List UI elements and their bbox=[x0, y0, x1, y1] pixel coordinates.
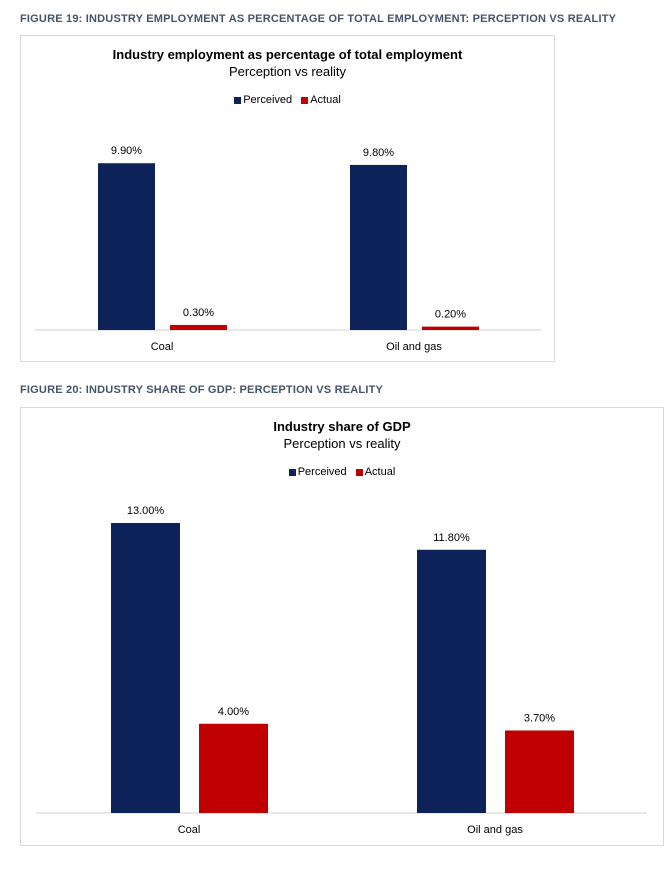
chart-20-label-coal-perceived: 13.00% bbox=[127, 505, 165, 517]
chart-19-bar-oil-and-gas-actual bbox=[422, 326, 479, 330]
chart-20-plot: 13.00% 4.00% Coal 11.80% 3.70% Oil and gas bbox=[36, 505, 647, 836]
chart-19-bar-coal-perceived bbox=[98, 163, 155, 330]
legend-actual-label: Actual bbox=[364, 466, 396, 478]
figure-19-caption: Figure 19: Industry employment as percen… bbox=[20, 13, 617, 25]
legend-actual-swatch bbox=[355, 468, 363, 476]
chart-19-tick-coal: Coal bbox=[151, 341, 174, 353]
legend-perceived-label: Perceived bbox=[297, 466, 347, 478]
legend-perceived: Perceived bbox=[234, 94, 292, 106]
chart-20-tick-oil-and-gas: Oil and gas bbox=[467, 824, 523, 836]
chart-19-title: Industry employment as percentage of tot… bbox=[112, 47, 463, 62]
chart-20-bar-coal-perceived bbox=[111, 523, 180, 813]
chart-20-bar-coal-actual bbox=[199, 723, 268, 813]
chart-19-label-oil-and-gas-actual: 0.20% bbox=[435, 309, 466, 321]
chart-20-title: Industry share of GDP bbox=[273, 419, 411, 434]
chart-20-label-oil-and-gas-perceived: 11.80% bbox=[433, 532, 470, 544]
chart-19-label-coal-actual: 0.30% bbox=[183, 307, 214, 319]
chart-19-subtitle: Perception vs reality bbox=[228, 64, 347, 79]
legend-perceived-swatch bbox=[288, 468, 296, 476]
legend-actual: Actual bbox=[355, 466, 396, 478]
legend-actual-label: Actual bbox=[310, 94, 341, 106]
chart-19-bar-coal-actual bbox=[170, 324, 227, 330]
chart-19-label-oil-and-gas-perceived: 9.80% bbox=[363, 147, 394, 159]
chart-20-legend: Perceived Actual bbox=[21, 466, 663, 479]
chart-20-label-oil-and-gas-actual: 3.70% bbox=[524, 712, 555, 724]
chart-19-legend: Perceived Actual bbox=[21, 94, 554, 107]
figure-20-caption: Figure 20: Industry share of GDP: percep… bbox=[20, 384, 384, 396]
chart-19-tick-oil-and-gas: Oil and gas bbox=[386, 341, 442, 353]
chart-20-subtitle: Perception vs reality bbox=[283, 436, 401, 451]
chart-20-tick-coal: Coal bbox=[178, 824, 201, 836]
chart-20-bar-oil-and-gas-perceived bbox=[417, 549, 486, 813]
chart-19-plot: 9.90% 0.30% Coal 9.80% 0.20% Oil and gas bbox=[35, 145, 541, 353]
legend-perceived-label: Perceived bbox=[243, 94, 293, 106]
chart-19-label-coal-perceived: 9.90% bbox=[111, 145, 142, 157]
legend-perceived-swatch bbox=[234, 96, 242, 104]
chart-20-bar-oil-and-gas-actual bbox=[505, 730, 574, 813]
legend-actual-swatch bbox=[301, 96, 309, 104]
chart-20-label-coal-actual: 4.00% bbox=[218, 706, 249, 718]
chart-19-bar-oil-and-gas-perceived bbox=[350, 164, 407, 330]
chart-20-frame: Industry share of GDP Perception vs real… bbox=[20, 407, 664, 846]
chart-19-frame: Industry employment as percentage of tot… bbox=[20, 35, 555, 362]
legend-perceived: Perceived bbox=[288, 466, 347, 478]
legend-actual: Actual bbox=[301, 94, 341, 106]
